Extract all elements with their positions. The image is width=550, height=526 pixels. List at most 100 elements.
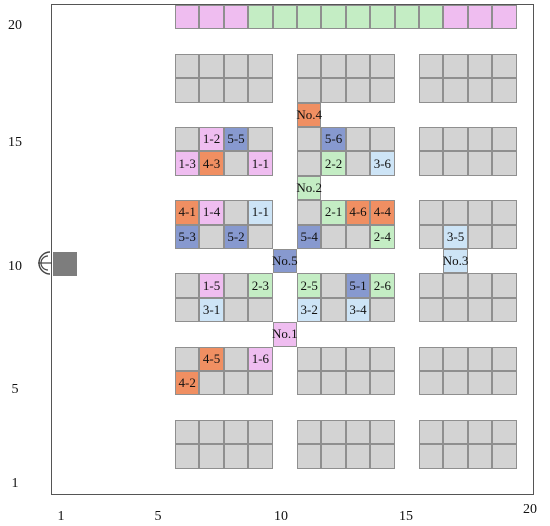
storage-cell	[248, 53, 273, 79]
storage-cell	[370, 444, 395, 469]
cell-label: 5-5	[227, 131, 245, 147]
storage-cell	[419, 444, 444, 469]
storage-cell	[443, 371, 468, 396]
cell-label: 1-1	[251, 204, 270, 220]
storage-cell	[443, 444, 468, 469]
storage-cell-2-6	[370, 273, 395, 298]
top-shelf-cell	[321, 5, 346, 30]
cell-label: 2-5	[300, 277, 318, 293]
cell-label: 1-5	[202, 277, 221, 293]
storage-cell	[419, 200, 444, 225]
storage-cell	[443, 419, 468, 445]
storage-cell	[345, 444, 371, 469]
storage-cell	[199, 78, 224, 103]
top-shelf-cell	[223, 5, 249, 30]
top-shelf-cell	[492, 5, 517, 30]
storage-cell	[248, 371, 273, 396]
storage-cell	[248, 297, 273, 323]
storage-cell	[345, 224, 371, 249]
cell-label: 2-4	[373, 228, 392, 244]
storage-cell	[370, 127, 395, 152]
storage-cell	[199, 444, 224, 469]
storage-cell-5-3	[175, 224, 200, 249]
cell-label: 1-4	[202, 204, 221, 220]
storage-cell	[492, 224, 517, 249]
storage-cell	[321, 346, 346, 371]
storage-cell	[492, 151, 517, 176]
storage-cell-3-1	[199, 297, 224, 323]
storage-cell-2-5	[297, 273, 322, 298]
storage-cell-5-2	[223, 224, 249, 249]
station-cell-No.1	[272, 322, 297, 347]
cell-label: 4-4	[373, 204, 392, 220]
storage-cell	[321, 273, 346, 298]
storage-cell	[370, 346, 395, 371]
top-shelf-cell	[199, 5, 224, 30]
cell-label: 1-6	[251, 350, 270, 366]
top-shelf-cell	[248, 5, 273, 30]
storage-cell	[370, 371, 395, 396]
storage-cell	[467, 78, 493, 103]
storage-cell	[345, 53, 371, 79]
storage-cell	[443, 127, 468, 152]
top-shelf-cell	[394, 5, 419, 30]
storage-cell	[370, 78, 395, 103]
storage-cell	[321, 297, 346, 323]
y-axis-tick-label: 5	[11, 382, 19, 397]
storage-cell-4-2	[175, 371, 200, 396]
top-shelf-cell	[467, 5, 493, 30]
storage-cell-4-5	[199, 346, 224, 371]
storage-cell	[175, 444, 200, 469]
storage-cell	[321, 53, 346, 79]
storage-cell	[297, 200, 322, 225]
storage-cell	[223, 297, 249, 323]
cell-label: 5-4	[300, 228, 318, 244]
storage-cell	[248, 78, 273, 103]
cell-label: 2-1	[324, 204, 343, 220]
storage-cell	[345, 151, 371, 176]
cell-label: 5-3	[178, 228, 196, 244]
x-axis-tick-label: 15	[399, 509, 413, 524]
cell-label: 1-1	[251, 155, 270, 171]
cell-label: 2-3	[251, 277, 270, 293]
x-axis-tick-label: 10	[274, 509, 288, 524]
storage-cell-3-6	[370, 151, 395, 176]
storage-cell	[297, 151, 322, 176]
storage-cell	[492, 127, 517, 152]
x-axis-tick-label: 20	[523, 502, 537, 517]
storage-cell	[419, 297, 444, 323]
top-shelf-cell	[443, 5, 468, 30]
storage-cell	[321, 224, 346, 249]
storage-cell-4-3	[199, 151, 224, 176]
storage-cell-5-6	[321, 127, 346, 152]
cell-label: 5-6	[324, 131, 343, 147]
storage-cell-1-4	[199, 200, 224, 225]
storage-cell	[467, 224, 493, 249]
storage-cell-1-2	[199, 127, 224, 152]
station-cell-No.5	[272, 249, 297, 274]
storage-cell-1-3	[175, 151, 200, 176]
cell-label: 3-1	[202, 302, 221, 317]
storage-cell	[467, 419, 493, 445]
storage-cell	[345, 371, 371, 396]
storage-cell	[419, 224, 444, 249]
depot-block	[53, 252, 77, 276]
top-shelf-cell	[345, 5, 371, 30]
storage-cell	[467, 200, 493, 225]
storage-cell	[419, 273, 444, 298]
top-shelf-cell	[175, 5, 200, 30]
top-shelf-cell	[297, 5, 322, 30]
storage-cell	[467, 371, 493, 396]
storage-cell	[467, 297, 493, 323]
storage-cell	[297, 127, 322, 152]
y-axis-tick-label: 1	[11, 476, 19, 491]
top-shelf-cell	[419, 5, 444, 30]
storage-cell	[492, 273, 517, 298]
cell-label: 4-6	[349, 204, 367, 220]
storage-cell	[467, 151, 493, 176]
station-label: No.3	[442, 253, 469, 269]
storage-cell	[419, 151, 444, 176]
storage-cell	[223, 151, 249, 176]
storage-cell	[175, 297, 200, 323]
storage-cell-5-1	[345, 273, 371, 298]
